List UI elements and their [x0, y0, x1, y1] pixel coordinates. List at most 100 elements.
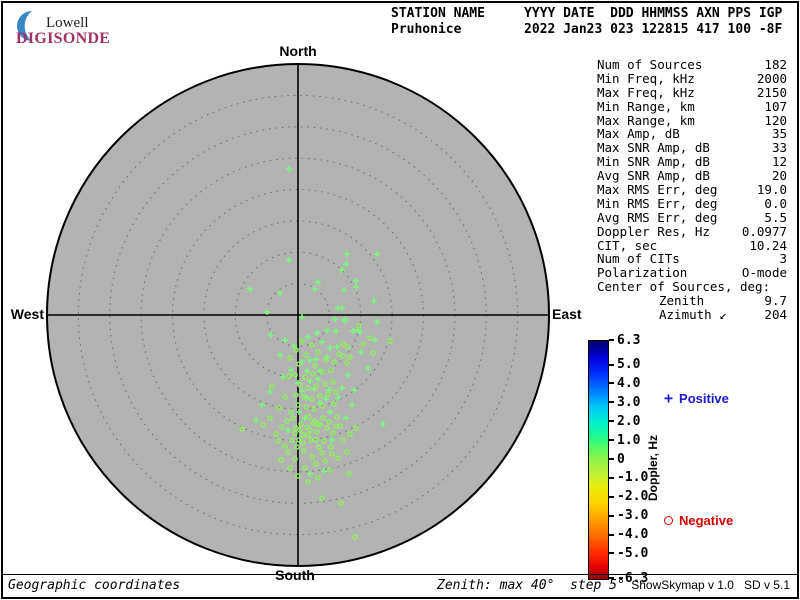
source-point-positive — [280, 374, 286, 380]
source-point-negative — [287, 465, 293, 471]
source-point-positive — [339, 305, 345, 311]
stat-row: Avg RMS Err, deg 5.5 — [597, 209, 787, 225]
source-point-negative — [301, 448, 307, 454]
source-point-positive — [327, 345, 333, 351]
source-point-positive — [305, 334, 311, 340]
stat-label: Max Amp, dB — [597, 126, 680, 142]
stat-label: Zenith — [659, 293, 705, 309]
source-point-negative — [278, 457, 284, 463]
source-point-negative — [313, 383, 319, 389]
stat-row: Max SNR Amp, dB 33 — [597, 140, 787, 156]
source-point-positive — [345, 372, 351, 378]
source-point-positive — [304, 368, 310, 374]
colorbar-tick — [609, 577, 614, 579]
stat-row: Max Freq, kHz 2150 — [597, 84, 787, 100]
source-point-positive — [247, 286, 253, 292]
source-point-positive — [342, 318, 348, 324]
source-point-negative — [309, 342, 315, 348]
stat-value: 120 — [764, 112, 787, 128]
source-point-negative — [317, 393, 323, 399]
source-point-positive — [349, 402, 355, 408]
source-point-negative — [313, 437, 319, 443]
source-point-negative — [323, 357, 329, 363]
source-point-negative — [288, 409, 294, 415]
source-point-positive — [307, 357, 313, 363]
source-point-negative — [289, 437, 295, 443]
colorbar-tick — [609, 401, 614, 404]
stat-value: 204 — [764, 307, 787, 323]
source-point-negative — [267, 415, 273, 421]
source-point-negative — [356, 323, 362, 329]
legend-positive: + Positive — [664, 391, 729, 407]
stat-value: 33 — [771, 140, 787, 156]
colorbar-tick — [609, 420, 614, 423]
source-point-negative — [302, 374, 308, 380]
stat-row: Num of Sources 182 — [597, 57, 787, 72]
source-point-negative — [306, 414, 312, 420]
source-point-negative — [290, 415, 296, 421]
source-point-positive — [267, 389, 273, 395]
colorbar-gradient — [588, 340, 609, 580]
source-point-negative — [307, 427, 313, 433]
circle-icon — [664, 516, 673, 525]
source-point-negative — [308, 437, 314, 443]
source-point-negative — [301, 394, 307, 400]
colorbar-tick-label: -1.0 — [617, 470, 649, 486]
source-point-negative — [303, 404, 309, 410]
station-header-values: Pruhonice 2022 Jan23 023 122815 417 100 … — [391, 22, 783, 37]
source-point-positive — [312, 286, 318, 292]
colorbar-tick — [609, 495, 614, 498]
source-point-negative — [296, 361, 302, 367]
source-point-positive — [357, 329, 363, 335]
stat-row: Center of Sources, deg: — [597, 279, 787, 295]
source-point-negative — [313, 461, 319, 467]
stat-label: Max Freq, kHz — [597, 84, 695, 100]
stat-row: Zenith 9.7 — [597, 293, 787, 309]
source-point-positive — [268, 332, 274, 338]
station-header-labels: STATION NAME YYYY DATE DDD HHMMSS AXN PP… — [391, 6, 783, 21]
source-point-negative — [319, 369, 325, 375]
source-point-negative — [322, 381, 328, 387]
stat-row: Min Range, km 107 — [597, 98, 787, 114]
source-point-negative — [297, 427, 303, 433]
source-point-positive — [339, 267, 345, 273]
legend-positive-label: Positive — [679, 391, 729, 406]
source-point-positive — [321, 468, 327, 474]
source-point-positive — [324, 327, 330, 333]
source-point-negative — [260, 422, 266, 428]
stat-label: Center of Sources, deg: — [597, 279, 771, 295]
stat-row: Doppler Res, Hz 0.0977 — [597, 224, 787, 239]
source-point-negative — [333, 423, 339, 429]
compass-south-label: South — [275, 567, 315, 583]
source-point-positive — [307, 378, 313, 384]
footer-divider — [1, 574, 799, 575]
source-point-negative — [352, 534, 358, 540]
source-point-positive — [350, 328, 356, 334]
source-point-negative — [328, 367, 334, 373]
source-point-positive — [288, 367, 294, 373]
stats-panel: Num of Sources 182 Min Freq, kHz 2000 Max Fr… — [597, 57, 787, 323]
source-point-negative — [285, 449, 291, 455]
source-point-negative — [347, 431, 353, 437]
source-point-positive — [259, 402, 265, 408]
source-point-negative — [319, 450, 325, 456]
stat-value: 5.5 — [764, 209, 787, 225]
stat-label: Min Range, km — [597, 98, 695, 114]
stat-label: Polarization — [597, 265, 688, 281]
colorbar-tick — [609, 339, 614, 341]
source-point-negative — [340, 437, 346, 443]
source-point-positive — [286, 166, 292, 172]
source-point-negative — [305, 479, 311, 485]
stat-row: Avg SNR Amp, dB 20 — [597, 168, 787, 183]
stat-value: 19.0 — [756, 182, 787, 198]
source-point-negative — [347, 354, 353, 360]
stat-value: 9.7 — [764, 293, 787, 309]
source-point-negative — [315, 475, 321, 481]
source-point-negative — [310, 371, 316, 377]
source-point-negative — [346, 471, 352, 477]
source-point-positive — [286, 257, 292, 263]
source-point-negative — [319, 403, 325, 409]
source-point-negative — [325, 391, 331, 397]
source-point-positive — [332, 316, 338, 322]
source-point-negative — [300, 432, 306, 438]
